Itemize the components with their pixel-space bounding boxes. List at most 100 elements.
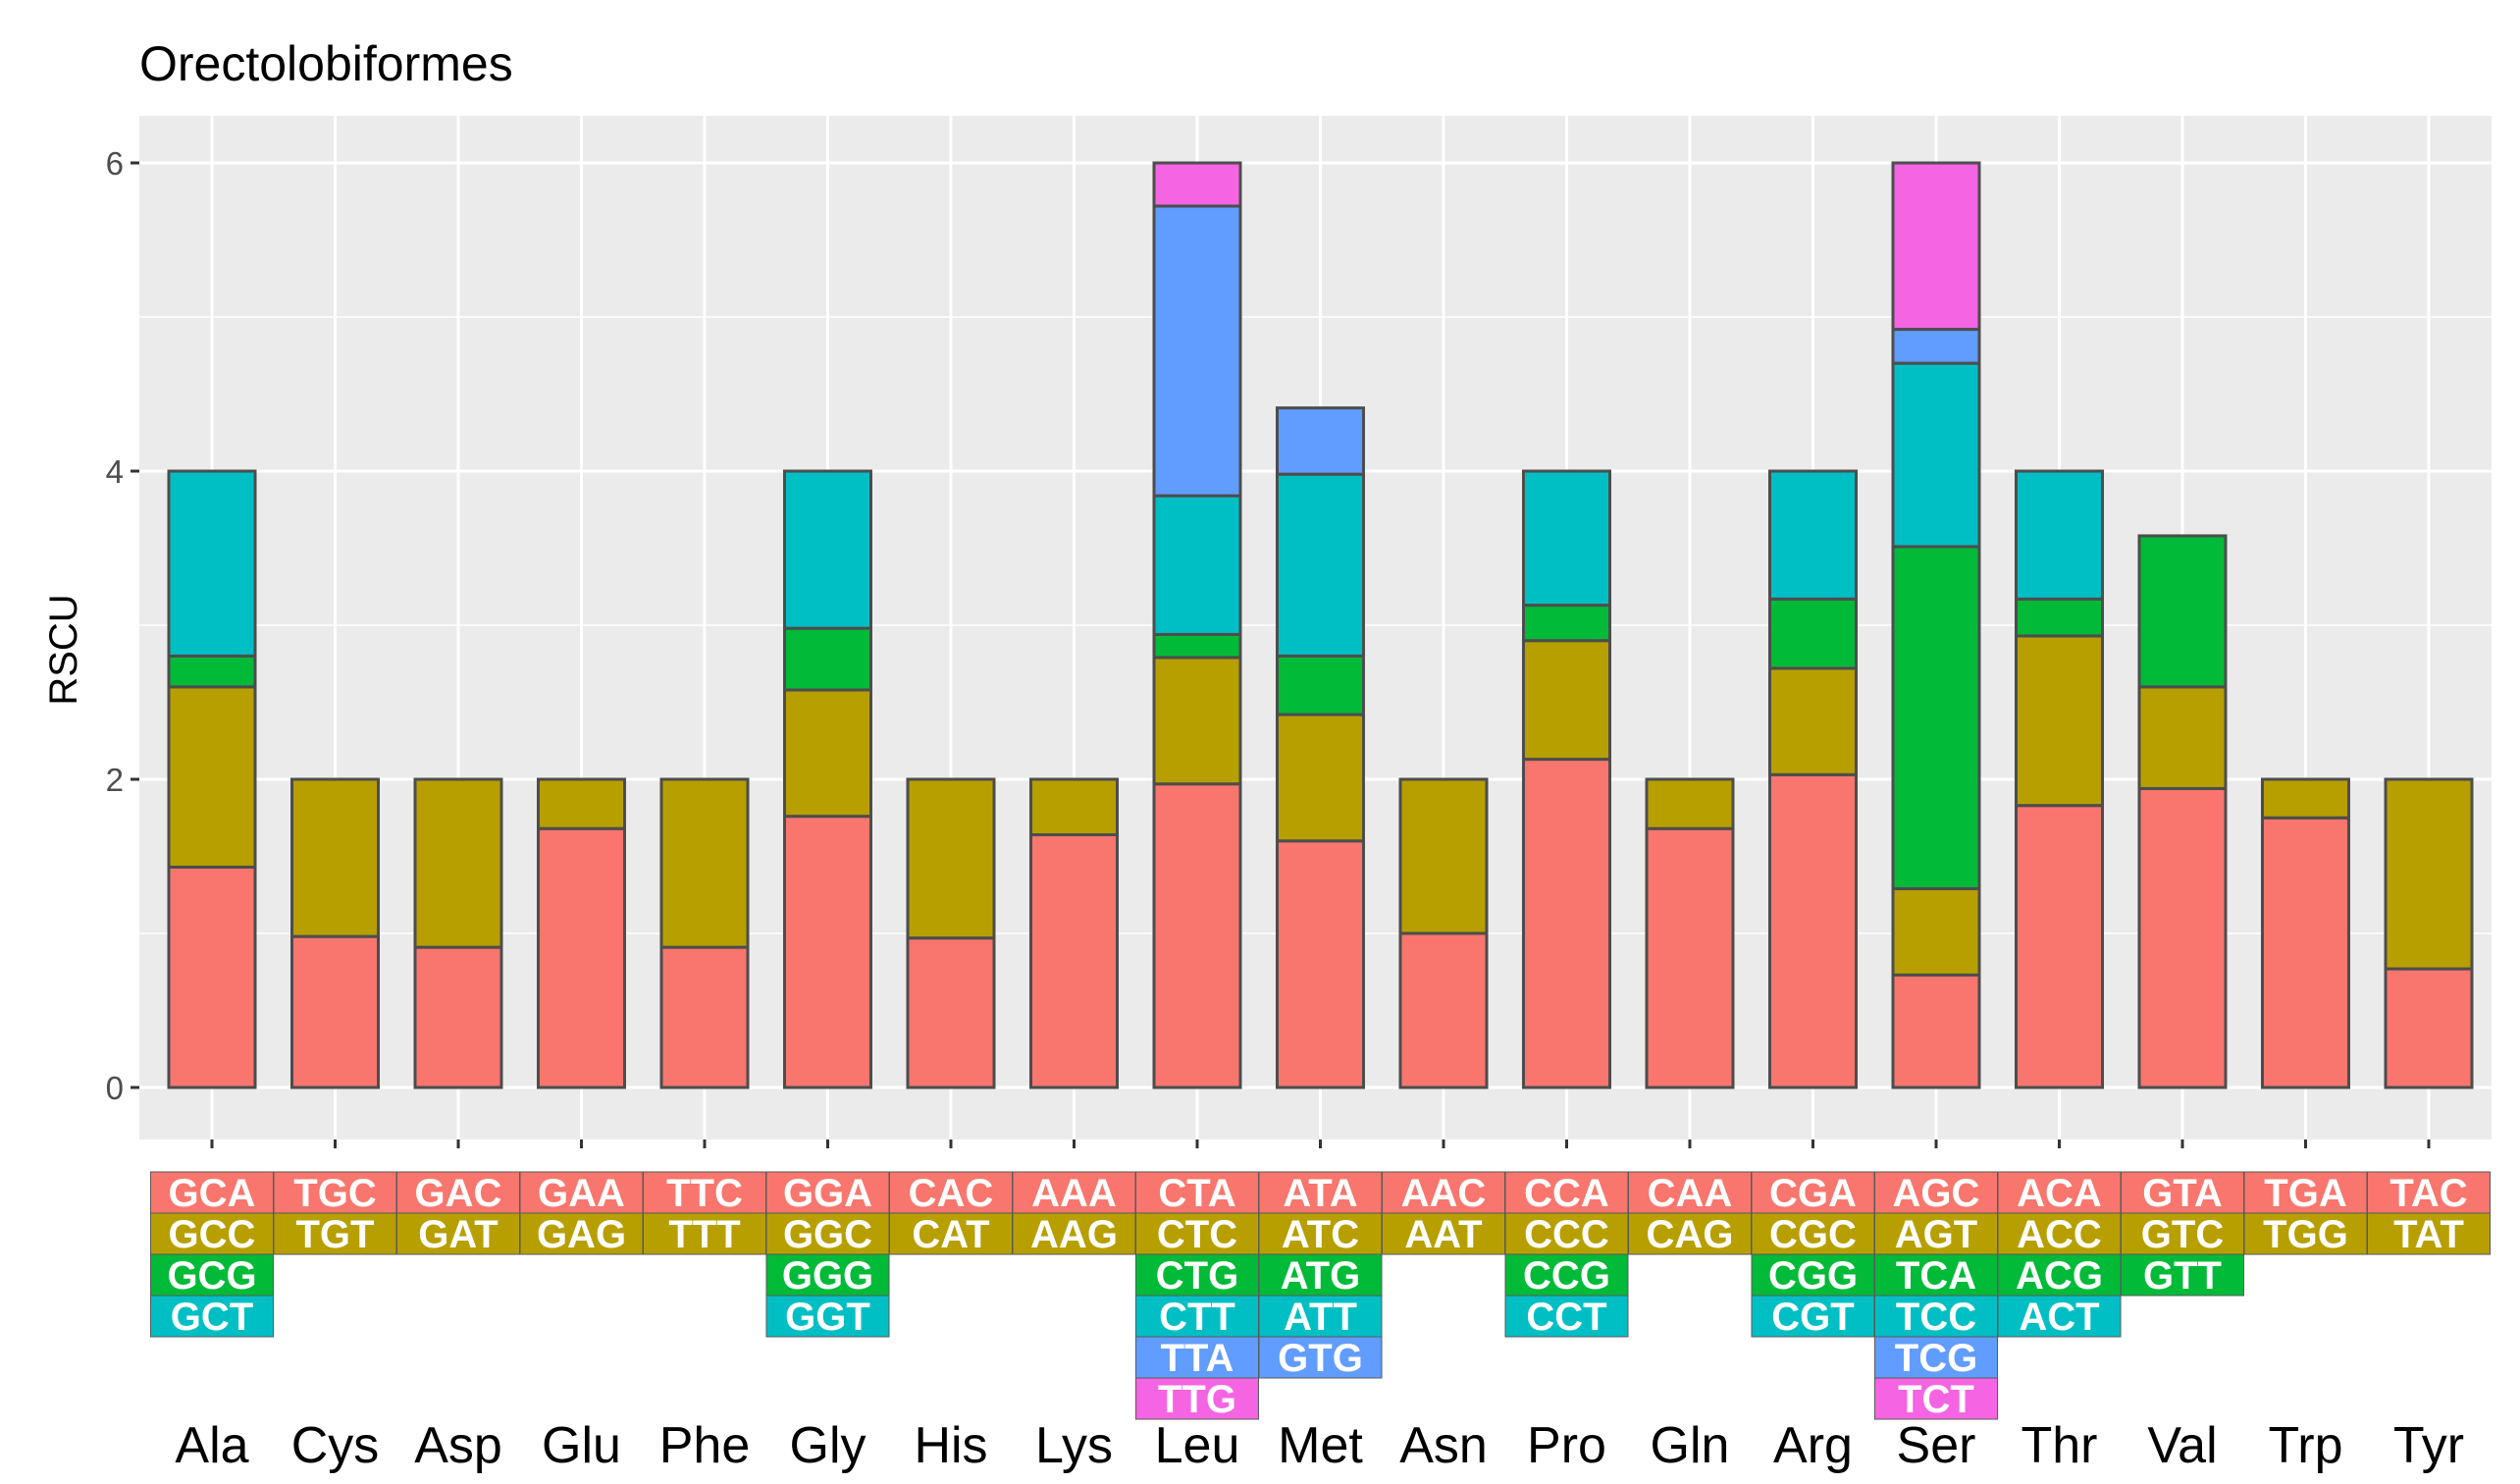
bar-segment-tct bbox=[1891, 161, 1981, 332]
bar-segment-cgg bbox=[1768, 597, 1858, 670]
bar-segment-atc bbox=[1276, 713, 1365, 843]
codon-cell bbox=[1874, 1295, 1998, 1338]
bar-segment-cgc bbox=[1768, 666, 1858, 776]
codon-cell bbox=[2243, 1171, 2368, 1214]
codon-cell bbox=[150, 1171, 274, 1214]
codon-cell bbox=[1012, 1171, 1136, 1214]
y-tick-label: 0 bbox=[106, 1070, 124, 1106]
codon-cell bbox=[1258, 1212, 1383, 1255]
codon-label-ttt: TTT bbox=[668, 1213, 740, 1256]
bar-segment-ggt bbox=[783, 469, 872, 630]
bar-segment-aat bbox=[1398, 777, 1489, 935]
codon-cell bbox=[1258, 1295, 1383, 1338]
codon-cell bbox=[1751, 1295, 1875, 1338]
codon-cell bbox=[765, 1253, 890, 1297]
codon-label-ctt: CTT bbox=[1159, 1296, 1235, 1339]
codon-label-gta: GTA bbox=[2142, 1172, 2222, 1215]
bar-stacks bbox=[167, 161, 2474, 1089]
bar-segment-gcg bbox=[167, 654, 257, 689]
codon-label-cac: CAC bbox=[909, 1172, 994, 1215]
bar-segment-gaa bbox=[537, 826, 626, 1089]
codon-label-atc: ATC bbox=[1282, 1213, 1359, 1256]
codon-cell bbox=[1504, 1253, 1629, 1297]
codon-label-gca: GCA bbox=[169, 1172, 256, 1215]
bar-segment-acg bbox=[2015, 597, 2104, 638]
codon-cell bbox=[1628, 1212, 1752, 1255]
bar-segment-tcc bbox=[1891, 361, 1981, 549]
bar-segment-gtc bbox=[2137, 685, 2228, 790]
codon-label-ttc: TTC bbox=[666, 1172, 743, 1215]
x-tick-label-tyr: Tyr bbox=[2393, 1417, 2464, 1474]
codon-label-gag: GAG bbox=[537, 1213, 626, 1256]
x-tick-label-gly: Gly bbox=[790, 1417, 866, 1474]
codon-label-aaa: AAA bbox=[1031, 1172, 1117, 1215]
codon-cell bbox=[1258, 1336, 1383, 1379]
y-tick-label: 2 bbox=[106, 762, 124, 798]
codon-cell bbox=[150, 1212, 274, 1255]
bar-segment-ctt bbox=[1152, 494, 1242, 636]
codon-cell bbox=[889, 1171, 1013, 1214]
codon-label-acc: ACC bbox=[2017, 1213, 2102, 1256]
codon-cell bbox=[1628, 1171, 1752, 1214]
codon-label-gtc: GTC bbox=[2141, 1213, 2224, 1256]
codon-label-ccg: CCG bbox=[1523, 1254, 1610, 1298]
codon-cell bbox=[1751, 1212, 1875, 1255]
codon-label-tgc: TGC bbox=[293, 1172, 376, 1215]
codon-label-ttg: TTG bbox=[1158, 1378, 1236, 1421]
codon-label-cat: CAT bbox=[912, 1213, 989, 1256]
codon-label-act: ACT bbox=[2019, 1296, 2099, 1339]
chart-title: Orectolobiformes bbox=[139, 36, 513, 91]
codon-label-ggt: GGT bbox=[785, 1296, 870, 1339]
bar-segment-gac bbox=[413, 945, 503, 1089]
codon-label-cag: CAG bbox=[1647, 1213, 1734, 1256]
bar-segment-aac bbox=[1398, 931, 1489, 1089]
bar-segment-ata bbox=[1276, 839, 1365, 1089]
bar-segment-ctg bbox=[1152, 632, 1242, 660]
bar-segment-ctc bbox=[1152, 656, 1242, 786]
codon-cell bbox=[1504, 1212, 1629, 1255]
codon-cell bbox=[765, 1212, 890, 1255]
bar-segment-tta bbox=[1152, 204, 1242, 498]
codon-label-aag: AAG bbox=[1030, 1213, 1118, 1256]
codon-label-gtg: GTG bbox=[1278, 1337, 1363, 1380]
bar-segment-aaa bbox=[1029, 833, 1119, 1089]
x-tick-label-gln: Gln bbox=[1651, 1417, 1730, 1474]
bar-segment-caa bbox=[1645, 826, 1735, 1089]
bar-segment-gat bbox=[413, 777, 503, 949]
codon-label-agt: AGT bbox=[1895, 1213, 1977, 1256]
codon-cell bbox=[1751, 1253, 1875, 1297]
x-tick-label-arg: Arg bbox=[1773, 1417, 1853, 1474]
codon-cell bbox=[1135, 1295, 1259, 1338]
codon-label-caa: CAA bbox=[1648, 1172, 1733, 1215]
codon-label-tac: TAC bbox=[2389, 1172, 2467, 1215]
bar-segment-ggc bbox=[783, 688, 872, 819]
codon-cell bbox=[1504, 1295, 1629, 1338]
bar-segment-gtt bbox=[2137, 534, 2228, 689]
codon-label-tat: TAT bbox=[2393, 1213, 2464, 1256]
codon-label-agc: AGC bbox=[1893, 1172, 1980, 1215]
codon-label-aca: ACA bbox=[2017, 1172, 2102, 1215]
bar-segment-gta bbox=[2137, 786, 2228, 1089]
bar-segment-atg bbox=[1276, 654, 1365, 716]
codon-label-cgt: CGT bbox=[1771, 1296, 1854, 1339]
codon-cell bbox=[643, 1171, 766, 1214]
codon-cell bbox=[1874, 1253, 1998, 1297]
x-tick-label-ser: Ser bbox=[1897, 1417, 1976, 1474]
x-tick-label-val: Val bbox=[2147, 1417, 2217, 1474]
bar-segment-ttg bbox=[1152, 161, 1242, 208]
codon-cell bbox=[1997, 1253, 2122, 1297]
bar-segment-gga bbox=[783, 815, 872, 1089]
codon-label-ccc: CCC bbox=[1524, 1213, 1609, 1256]
bar-segment-att bbox=[1276, 472, 1365, 658]
bar-segment-cac bbox=[906, 936, 996, 1089]
x-tick-label-phe: Phe bbox=[659, 1417, 751, 1474]
bar-segment-cga bbox=[1768, 772, 1858, 1089]
bar-segment-cag bbox=[1645, 777, 1735, 830]
codon-label-ctc: CTC bbox=[1157, 1213, 1237, 1256]
x-tick-label-his: His bbox=[914, 1417, 987, 1474]
codon-cell bbox=[1874, 1171, 1998, 1214]
bar-segment-cgt bbox=[1768, 469, 1858, 601]
y-axis: 0 2 4 6 bbox=[106, 145, 139, 1106]
codon-label-tgt: TGT bbox=[296, 1213, 375, 1256]
